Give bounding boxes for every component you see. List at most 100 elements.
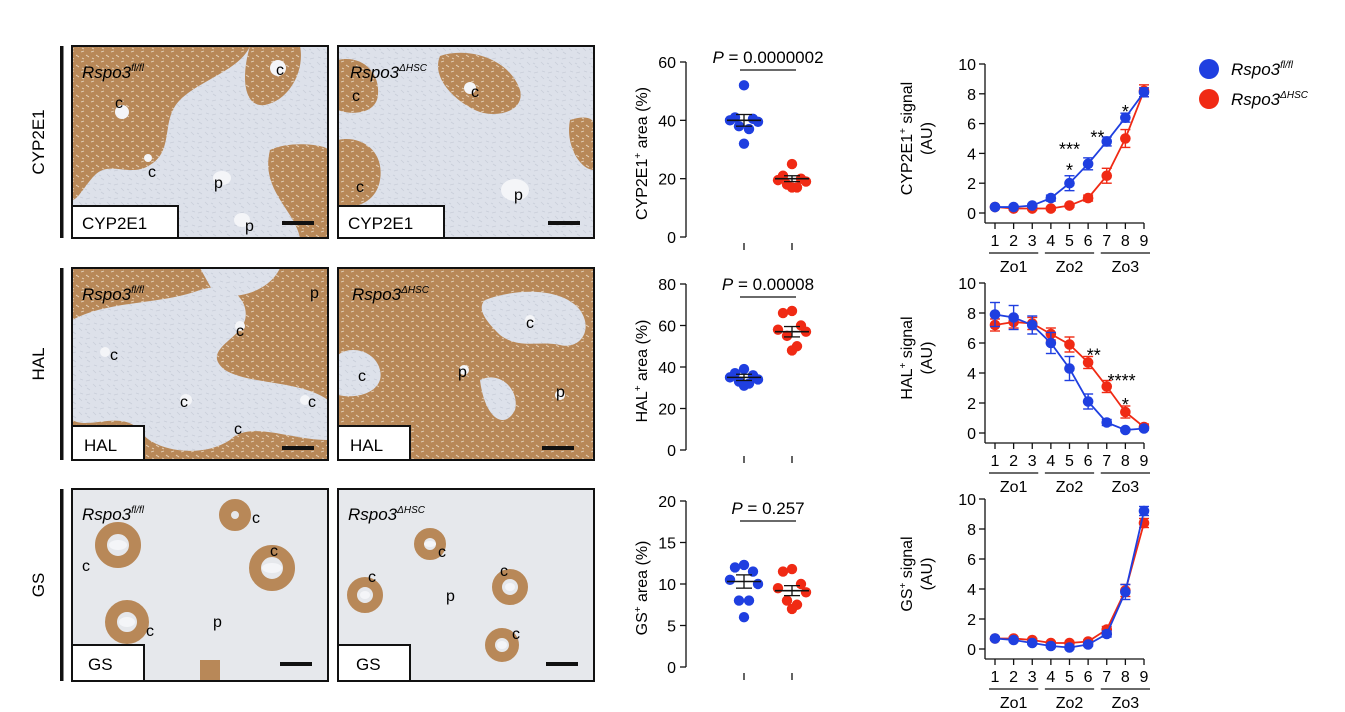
significance-mark: ** [1087,346,1101,366]
portal-vein-mark: p [458,364,467,381]
x-tick-label: 8 [1121,669,1130,686]
series-line [994,510,1145,649]
central-vein-mark: c [270,543,278,560]
x-tick-label: 3 [1028,453,1037,470]
x-tick-label: 8 [1121,453,1130,470]
central-vein-mark: c [236,323,244,340]
data-point [1120,406,1131,418]
data-point [1045,640,1057,652]
data-point [747,566,759,577]
central-vein-mark: c [438,544,446,561]
y-tick-label: 6 [967,552,976,569]
dot-plot-1: 0 20 40 60 80 HAL+ area (%) P = 0.00008 [633,275,814,463]
y-tick-label: 20 [658,402,676,419]
data-point [743,123,755,135]
data-point [989,633,1001,644]
central-vein-mark: c [252,510,260,527]
zone-label: Zo3 [1112,695,1140,712]
data-point [1082,158,1094,170]
dot-plot-0: 0 20 40 60 CYP2E1+ area (%) P = 0.0000002 [633,48,824,250]
x-tick-label: 4 [1046,233,1055,250]
central-vein-mark: c [276,62,284,79]
y-tick-label: 4 [967,582,976,599]
data-point [1120,112,1131,123]
y-tick-label: 5 [667,619,676,636]
y-tick-label: 10 [958,57,976,74]
y-axis-label: CYP2E1+ area (%) [633,87,651,220]
micrograph-hal-hsc: Rspo3ΔHSC c c p p HAL [337,267,595,461]
data-point [989,201,1001,213]
central-vein-mark: c [82,558,90,575]
data-point [1101,170,1113,182]
y-tick-label: 0 [667,230,676,247]
micrograph-genotype: Rspo3ΔHSC [352,285,430,304]
y-tick-label: 0 [667,660,676,677]
y-tick-label: 0 [967,206,976,223]
data-point [772,582,784,594]
row-label-group: CYP2E1 HAL GS [29,46,64,681]
data-point [1138,87,1150,98]
zone-label: Zo1 [1000,479,1028,496]
significance-mark: ** [1090,128,1104,148]
data-point [781,330,793,342]
y-tick-label: 2 [967,176,976,193]
portal-vein-mark: p [245,218,254,235]
stain-label: CYP2E1 [82,214,147,233]
legend-swatch-hsc [1199,89,1219,109]
y-tick-label: 6 [967,336,976,353]
scale-bar [282,221,314,225]
data-point [752,374,764,385]
central-vein-mark: c [352,88,360,105]
data-point [1064,642,1075,653]
x-tick-label: 1 [991,669,1000,686]
data-point [1064,339,1075,350]
central-vein-mark: c [110,347,118,364]
data-point [1026,319,1038,331]
data-point [1138,423,1150,434]
y-tick-label: 4 [967,146,976,163]
data-point [1008,312,1019,323]
data-point [1082,357,1094,368]
data-point [786,305,798,317]
zone-label: Zo1 [1000,695,1028,712]
central-vein-mark: c [148,164,156,181]
zone-label: Zo1 [1000,259,1028,276]
stain-label: HAL [350,436,383,455]
scale-bar [280,662,312,666]
data-point [777,307,789,319]
zone-label: Zo2 [1056,479,1084,496]
legend-label-hsc: Rspo3ΔHSC [1231,90,1309,109]
x-tick-label: 6 [1084,453,1093,470]
x-tick-label: 7 [1102,233,1111,250]
x-tick-label: 7 [1102,453,1111,470]
scale-bar [542,446,574,450]
x-tick-label: 4 [1046,453,1055,470]
x-tick-label: 5 [1065,233,1074,250]
central-vein-mark: c [526,315,534,332]
x-tick-label: 1 [991,453,1000,470]
y-tick-label: 8 [967,522,976,539]
y-tick-label: 10 [958,276,976,293]
dot-plot-2: 0 5 10 15 20 GS+ area (%) P = 0.257 [633,494,812,680]
data-point [786,563,798,575]
zone-label: Zo2 [1056,695,1084,712]
data-point [795,578,807,590]
micrograph-gs-flfl: Rspo3fl/fl c c c c p GS [71,488,329,682]
data-point [786,603,798,615]
data-point [781,595,793,606]
data-point [1008,634,1019,646]
x-tick-label: 8 [1121,233,1130,250]
central-vein-mark: c [146,623,154,640]
central-vein-mark: c [180,394,188,411]
x-tick-label: 6 [1084,669,1093,686]
y-tick-label: 10 [958,492,976,509]
data-point [1045,192,1057,204]
data-point [1026,637,1038,649]
data-point [786,182,798,193]
data-point [1082,396,1094,407]
data-point [1064,177,1075,189]
y-tick-label: 2 [967,612,976,629]
